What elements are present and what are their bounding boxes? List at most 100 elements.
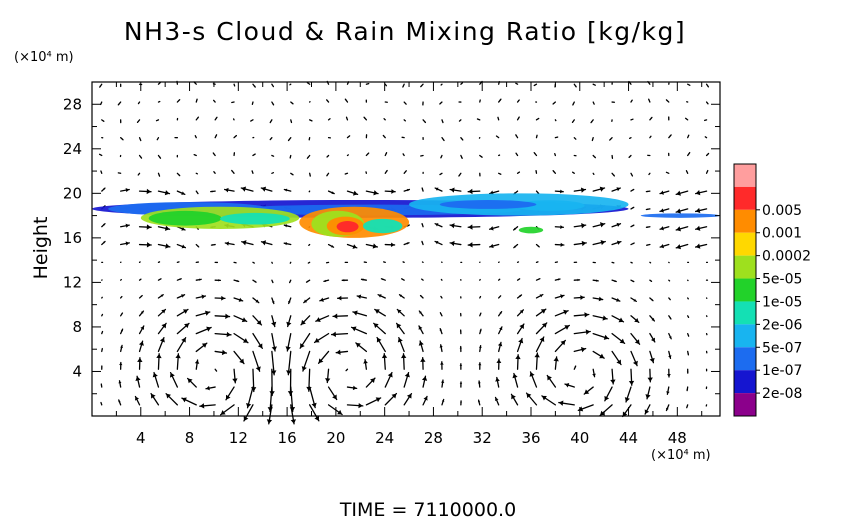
wind-vector-head [387, 372, 393, 378]
wind-vector-head [179, 278, 182, 281]
wind-vector-head [660, 208, 664, 213]
wind-vector-head [160, 294, 164, 298]
wind-vector-head [574, 85, 577, 87]
wind-vector-head [397, 309, 402, 314]
wind-vector-head [307, 82, 309, 84]
wind-vector-head [616, 222, 621, 227]
wind-vector-shaft [630, 261, 633, 264]
wind-vector-head [370, 378, 375, 384]
wind-vector-head [140, 156, 142, 159]
wind-vector-head [609, 138, 612, 141]
wind-vector-head [580, 295, 585, 300]
wind-vector-head [695, 243, 701, 249]
wind-vector-head [632, 242, 635, 245]
wind-vector-head [519, 309, 524, 314]
wind-vector-head [535, 170, 537, 172]
wind-vector-head [461, 156, 463, 159]
wind-vector-head [166, 393, 171, 399]
time-label: TIME = 7110000.0 [339, 499, 516, 519]
wind-vector-head [121, 313, 123, 315]
wind-vector-head [238, 297, 243, 302]
wind-vector-head [499, 295, 501, 298]
wind-vector-head [707, 85, 709, 87]
wind-vector-head [348, 135, 350, 138]
wind-vector-head [355, 342, 361, 348]
wind-vector-head [614, 280, 617, 282]
wind-vector-head [478, 345, 482, 349]
wind-vector-head [254, 280, 257, 283]
colorbar-label: 1e-05 [762, 294, 802, 310]
wind-vector-head [306, 280, 309, 283]
wind-vector-head [139, 139, 141, 141]
wind-vector-head [309, 174, 311, 177]
wind-vector-head [687, 353, 689, 355]
wind-vector-shaft [515, 82, 519, 85]
wind-vector-head [628, 380, 635, 386]
wind-vector-head [289, 281, 291, 283]
wind-vector-head [234, 135, 237, 137]
wind-vector-head [120, 121, 122, 123]
wind-vector-shaft [346, 154, 349, 157]
wind-vector-head [225, 313, 230, 320]
wind-vector-head [495, 377, 500, 382]
wind-vector-head [140, 311, 144, 314]
wind-vector-head [526, 393, 532, 399]
wind-vector-head [146, 224, 152, 230]
wind-vector-head [100, 384, 103, 386]
x-tick-label: 12 [229, 429, 248, 447]
wind-vector-head [314, 415, 320, 421]
wind-vector-head [161, 323, 167, 329]
wind-vector-head [367, 153, 369, 155]
colorbar-swatch [734, 347, 756, 371]
wind-vector-head [257, 343, 263, 349]
wind-vector-head [125, 241, 130, 246]
wind-vector-head [440, 361, 444, 365]
wind-vector-shaft [233, 83, 236, 87]
wind-vector-head [534, 353, 540, 358]
wind-vector-shaft [308, 243, 311, 246]
wind-vector-head [125, 188, 130, 193]
wind-vector-head [478, 362, 482, 366]
wind-vector-head [233, 152, 235, 154]
wind-vector-head [266, 419, 273, 424]
wind-vector-head [159, 278, 161, 280]
wind-vector-head [468, 224, 473, 230]
wind-vector-head [404, 170, 407, 173]
wind-vector-head [300, 343, 305, 349]
wind-vector-head [236, 279, 239, 283]
wind-vector-head [391, 393, 397, 399]
wind-vector-head [599, 186, 605, 192]
wind-vector-shaft [101, 330, 104, 335]
x-tick-label: 44 [619, 429, 638, 447]
colorbar-label: 2e-08 [762, 386, 802, 402]
wind-vector-head [351, 326, 357, 332]
wind-vector-head [421, 376, 428, 381]
wind-vector-field [98, 80, 710, 425]
wind-vector-head [603, 334, 609, 340]
wind-vector-head [541, 395, 547, 401]
wind-vector-head [650, 337, 655, 342]
wind-vector-head [560, 225, 564, 230]
wind-vector-head [686, 406, 688, 408]
wind-vector-head [159, 82, 161, 84]
wind-vector-head [196, 117, 199, 119]
wind-vector-shaft [440, 278, 443, 281]
wind-vector-head [572, 103, 575, 105]
wind-vector-shaft [554, 136, 559, 139]
wind-vector-head [336, 349, 341, 355]
wind-vector-shaft [101, 313, 104, 317]
wind-vector-head [284, 242, 288, 246]
wind-vector-head [461, 138, 463, 140]
wind-vector-head [311, 402, 317, 408]
wind-vector-head [291, 173, 294, 175]
colorbar-swatch [734, 393, 756, 416]
wind-vector-head [333, 313, 338, 319]
wind-vector-head [364, 117, 366, 119]
wind-vector-head [326, 99, 328, 102]
wind-vector-shaft [628, 137, 632, 140]
wind-vector-head [331, 191, 335, 195]
wind-vector-shaft [289, 83, 292, 86]
y-tick-label: 20 [63, 184, 82, 202]
wind-vector-head [513, 245, 517, 248]
wind-vector-head [695, 190, 701, 196]
